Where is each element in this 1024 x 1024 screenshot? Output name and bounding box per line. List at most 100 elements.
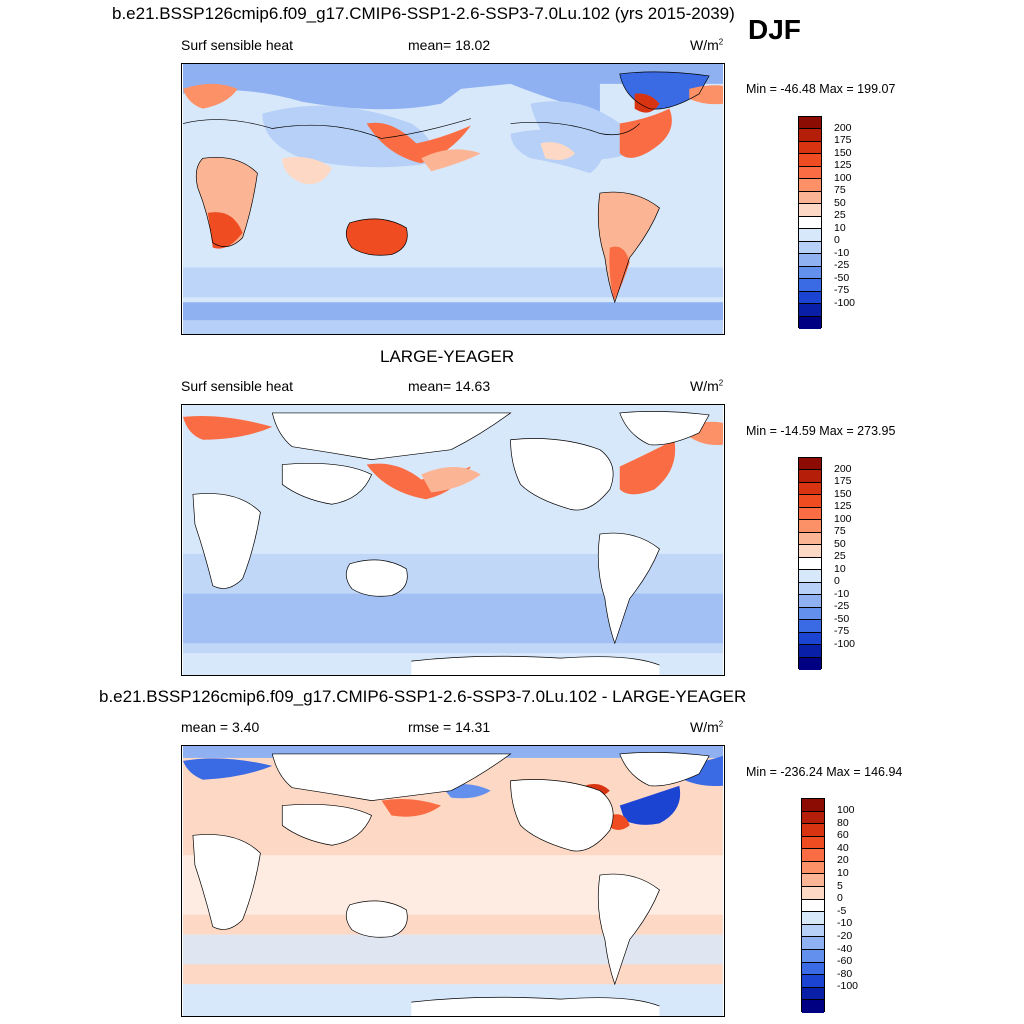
panel-1-colorbar [798, 116, 822, 329]
colorbar-swatch [799, 632, 821, 646]
colorbar-swatch [802, 887, 824, 900]
colorbar-swatch [802, 1000, 824, 1013]
panel-2-variable-label: Surf sensible heat [181, 378, 294, 394]
colorbar-tick-label: -40 [837, 942, 853, 955]
panel-1-title: b.e21.BSSP126cmip6.f09_g17.CMIP6-SSP1-2.… [112, 4, 735, 23]
colorbar-tick-label: 175 [834, 134, 852, 147]
panel-1-map [181, 63, 725, 335]
colorbar-swatch [802, 799, 824, 812]
colorbar-tick-label: 175 [834, 475, 852, 488]
colorbar-tick-label: -50 [834, 271, 850, 284]
colorbar-swatch [799, 582, 821, 596]
panel-2-title: LARGE-YEAGER [380, 347, 515, 366]
colorbar-tick-label: 100 [837, 804, 855, 817]
panel-3-colorbar [801, 798, 825, 1013]
panel-3-map [181, 745, 725, 1017]
colorbar-swatch [799, 570, 821, 583]
panel-2-map-canvas [183, 405, 723, 675]
colorbar-swatch [802, 949, 824, 963]
colorbar-tick-label: -100 [837, 980, 859, 993]
panel-2-units: W/m2 [690, 378, 724, 394]
colorbar-tick-label: -25 [834, 600, 850, 613]
colorbar-tick-label: 60 [837, 829, 849, 842]
colorbar-tick-label: 20 [837, 854, 849, 867]
colorbar-swatch [799, 495, 821, 508]
colorbar-swatch [802, 836, 824, 850]
colorbar-tick-label: -75 [834, 625, 850, 638]
panel-1-variable-label: Surf sensible heat [181, 37, 294, 53]
colorbar-swatch [802, 824, 824, 837]
panel-2-mean-label: mean= 14.63 [408, 378, 491, 394]
colorbar-swatch [799, 304, 821, 317]
panel-1-minmax: Min = -46.48 Max = 199.07 [746, 82, 896, 96]
colorbar-tick-label: 10 [834, 221, 846, 234]
panel-3-units: W/m2 [690, 719, 724, 735]
colorbar-tick-label: 50 [834, 196, 846, 209]
colorbar-swatch [799, 129, 821, 142]
colorbar-tick-label: -75 [834, 284, 850, 297]
colorbar-swatch [799, 482, 821, 496]
colorbar-swatch [802, 975, 824, 988]
colorbar-swatch [799, 458, 821, 471]
colorbar-swatch [799, 520, 821, 533]
colorbar-swatch [799, 216, 821, 230]
panel-1-mean-label: mean= 18.02 [408, 37, 491, 53]
colorbar-tick-label: 5 [837, 879, 843, 892]
colorbar-swatch [799, 507, 821, 521]
colorbar-tick-label: 10 [837, 867, 849, 880]
panel-3-minmax: Min = -236.24 Max = 146.94 [746, 765, 903, 779]
panel-3-map-canvas [183, 746, 723, 1016]
colorbar-tick-label: 0 [834, 575, 840, 588]
colorbar-swatch [802, 987, 824, 1001]
colorbar-tick-label: 100 [834, 512, 852, 525]
colorbar-swatch [799, 191, 821, 205]
colorbar-swatch [799, 607, 821, 621]
colorbar-tick-label: -100 [834, 296, 856, 309]
colorbar-swatch [799, 117, 821, 130]
panel-3-mean-label: mean = 3.40 [181, 719, 260, 735]
colorbar-swatch [799, 166, 821, 180]
colorbar-tick-label: 25 [834, 209, 846, 222]
colorbar-tick-label: 80 [837, 816, 849, 829]
season-label: DJF [748, 14, 801, 45]
colorbar-swatch [799, 620, 821, 633]
colorbar-tick-label: -50 [834, 612, 850, 625]
colorbar-swatch [799, 204, 821, 217]
colorbar-swatch [799, 316, 821, 329]
colorbar-swatch [799, 241, 821, 255]
colorbar-swatch [799, 557, 821, 571]
colorbar-tick-label: -5 [837, 904, 847, 917]
colorbar-tick-label: 100 [834, 171, 852, 184]
colorbar-swatch [802, 899, 824, 913]
colorbar-swatch [799, 179, 821, 192]
colorbar-tick-label: -80 [837, 967, 853, 980]
colorbar-tick-label: 25 [834, 550, 846, 563]
colorbar-tick-label: 50 [834, 537, 846, 550]
colorbar-swatch [802, 849, 824, 862]
colorbar-tick-label: 0 [837, 892, 843, 905]
panel-3-title: b.e21.BSSP126cmip6.f09_g17.CMIP6-SSP1-2.… [99, 687, 747, 706]
colorbar-swatch [799, 645, 821, 658]
colorbar-swatch [802, 937, 824, 950]
colorbar-tick-label: -20 [837, 929, 853, 942]
colorbar-swatch [799, 657, 821, 670]
colorbar-swatch [802, 874, 824, 888]
colorbar-tick-label: -100 [834, 637, 856, 650]
colorbar-tick-label: 200 [834, 121, 852, 134]
colorbar-tick-label: 75 [834, 525, 846, 538]
colorbar-swatch [799, 291, 821, 305]
colorbar-swatch [802, 912, 824, 925]
panel-2-minmax: Min = -14.59 Max = 273.95 [746, 424, 896, 438]
colorbar-swatch [799, 154, 821, 167]
colorbar-tick-label: 10 [834, 562, 846, 575]
colorbar-swatch [799, 266, 821, 280]
colorbar-tick-label: -10 [837, 917, 853, 930]
colorbar-tick-label: 150 [834, 487, 852, 500]
colorbar-tick-label: 0 [834, 234, 840, 247]
colorbar-tick-label: 40 [837, 841, 849, 854]
colorbar-swatch [802, 811, 824, 825]
colorbar-tick-label: -10 [834, 587, 850, 600]
colorbar-tick-label: -25 [834, 259, 850, 272]
colorbar-swatch [799, 141, 821, 155]
colorbar-swatch [802, 962, 824, 976]
